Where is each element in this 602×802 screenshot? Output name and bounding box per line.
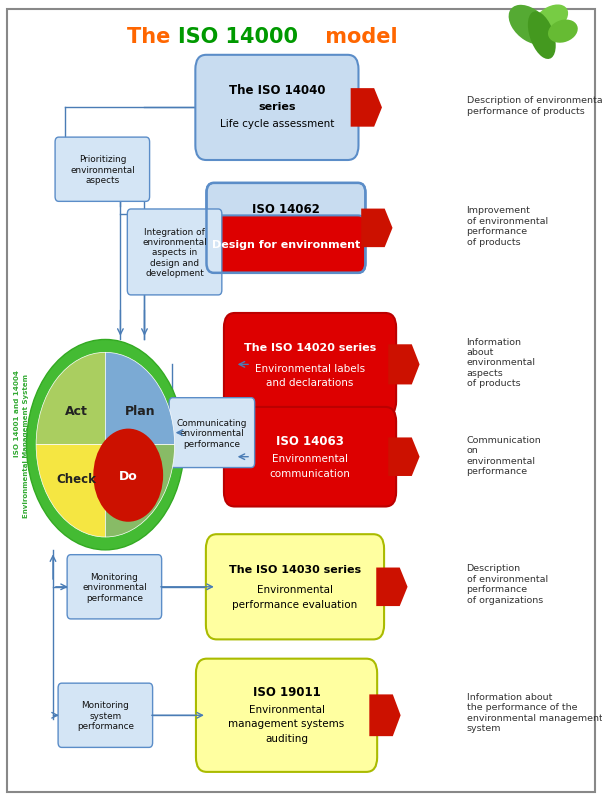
- Wedge shape: [105, 353, 175, 445]
- Text: ISO 19011: ISO 19011: [253, 685, 320, 698]
- FancyBboxPatch shape: [206, 216, 365, 273]
- Text: Do: Do: [119, 469, 138, 482]
- FancyBboxPatch shape: [58, 683, 153, 747]
- Text: Monitoring
environmental
performance: Monitoring environmental performance: [82, 572, 147, 602]
- Text: Design for environment: Design for environment: [212, 240, 360, 249]
- Text: Integration of
environmental
aspects in
design and
development: Integration of environmental aspects in …: [142, 227, 207, 278]
- Wedge shape: [36, 445, 105, 537]
- Text: Life cycle assessment: Life cycle assessment: [220, 119, 334, 129]
- Text: Environmental labels: Environmental labels: [255, 363, 365, 373]
- Text: series: series: [258, 102, 296, 111]
- Wedge shape: [36, 353, 105, 445]
- FancyBboxPatch shape: [127, 209, 222, 295]
- Text: management systems: management systems: [228, 719, 345, 728]
- Text: The ISO 14040: The ISO 14040: [229, 84, 325, 97]
- Text: Act: Act: [65, 405, 88, 418]
- Text: Description
of environmental
performance
of organizations: Description of environmental performance…: [467, 564, 548, 604]
- Text: The ISO 14030 series: The ISO 14030 series: [229, 565, 361, 574]
- Text: Description of environmental
performance of products: Description of environmental performance…: [467, 96, 602, 115]
- FancyBboxPatch shape: [206, 534, 384, 640]
- Circle shape: [93, 429, 163, 522]
- Text: model: model: [318, 27, 397, 47]
- FancyBboxPatch shape: [67, 555, 161, 619]
- FancyBboxPatch shape: [169, 398, 255, 468]
- Text: ISO 14000: ISO 14000: [178, 27, 297, 47]
- Ellipse shape: [509, 6, 551, 46]
- Text: ISO 14062: ISO 14062: [252, 203, 320, 216]
- Text: Environmental: Environmental: [257, 585, 333, 594]
- Text: Check: Check: [57, 472, 96, 485]
- Polygon shape: [388, 438, 420, 476]
- Ellipse shape: [533, 6, 568, 34]
- Text: Information about
the performance of the
environmental management
system: Information about the performance of the…: [467, 692, 602, 732]
- Polygon shape: [376, 568, 408, 606]
- Polygon shape: [350, 89, 382, 128]
- Ellipse shape: [528, 12, 556, 60]
- Text: ISO 14063: ISO 14063: [276, 435, 344, 448]
- Text: performance evaluation: performance evaluation: [232, 600, 358, 610]
- Text: auditing: auditing: [265, 733, 308, 743]
- FancyBboxPatch shape: [195, 56, 358, 160]
- FancyBboxPatch shape: [55, 138, 150, 202]
- Text: The ISO 14020 series: The ISO 14020 series: [244, 342, 376, 352]
- Text: Communication
on
environmental
performance: Communication on environmental performan…: [467, 435, 541, 476]
- Polygon shape: [361, 209, 393, 248]
- FancyBboxPatch shape: [224, 407, 396, 507]
- Polygon shape: [388, 345, 420, 385]
- Text: Environmental Management System: Environmental Management System: [23, 373, 29, 517]
- Text: and declarations: and declarations: [266, 378, 354, 387]
- FancyBboxPatch shape: [206, 184, 365, 235]
- Polygon shape: [370, 695, 401, 736]
- Text: communication: communication: [270, 468, 350, 478]
- Text: Environmental: Environmental: [272, 454, 348, 464]
- Ellipse shape: [548, 21, 578, 43]
- Circle shape: [26, 340, 184, 550]
- Text: Monitoring
system
performance: Monitoring system performance: [77, 700, 134, 731]
- Text: Communicating
environmental
performance: Communicating environmental performance: [177, 418, 247, 448]
- Text: Environmental: Environmental: [249, 704, 324, 714]
- Text: Information
about
environmental
aspects
of products: Information about environmental aspects …: [467, 337, 536, 388]
- Text: ISO 14001 and 14004: ISO 14001 and 14004: [14, 370, 20, 456]
- Text: Prioritizing
environmental
aspects: Prioritizing environmental aspects: [70, 155, 135, 185]
- Text: The: The: [127, 27, 178, 47]
- Wedge shape: [105, 445, 175, 537]
- Text: Improvement
of environmental
performance
of products: Improvement of environmental performance…: [467, 206, 548, 246]
- Text: Plan: Plan: [125, 405, 155, 418]
- FancyBboxPatch shape: [224, 314, 396, 416]
- FancyBboxPatch shape: [196, 659, 377, 772]
